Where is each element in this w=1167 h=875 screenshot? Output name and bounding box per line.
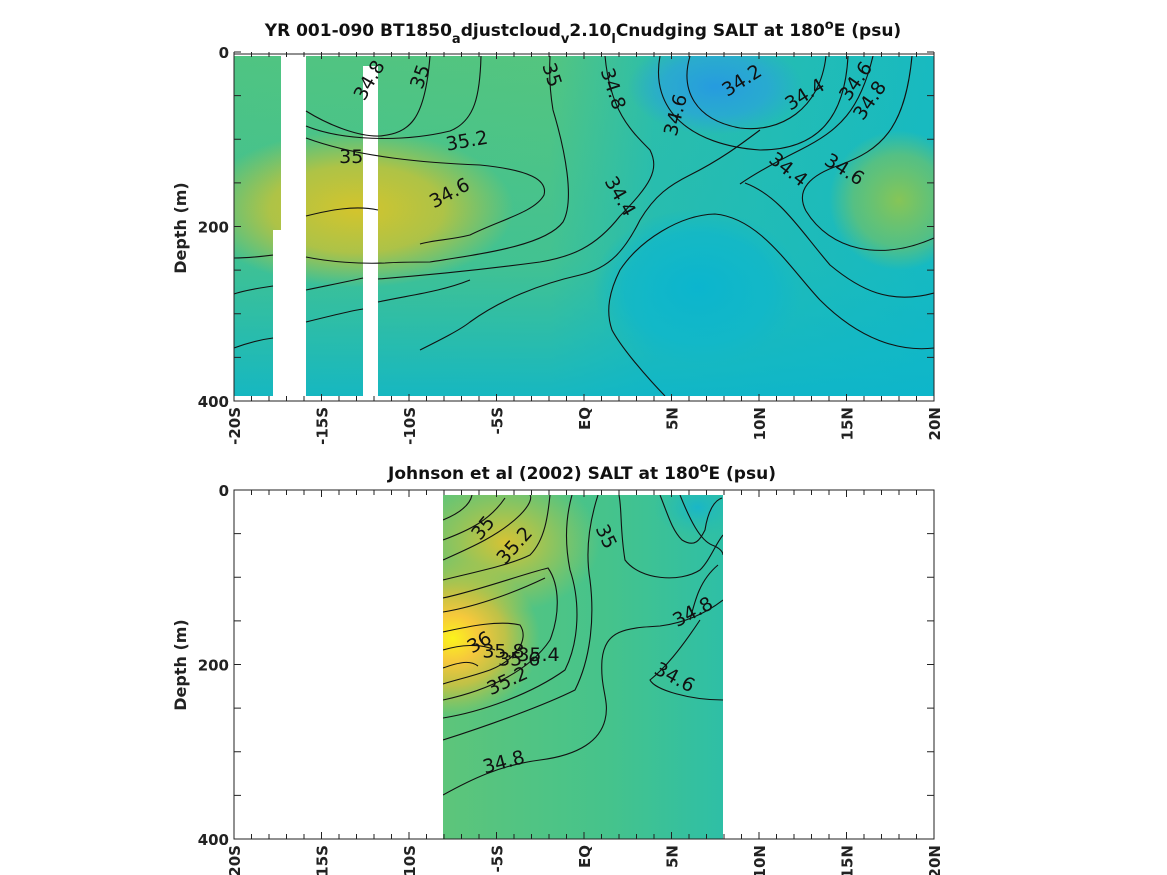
bottom-axis-ticks: 20S 15S 10S -5S EQ 5N 10N 15N 20N 0 200 400 xyxy=(198,482,944,875)
contour-line xyxy=(744,182,934,298)
top-missing-column xyxy=(273,230,283,396)
y-tick-label: 400 xyxy=(198,831,229,849)
top-missing-column xyxy=(281,56,306,396)
contour-line xyxy=(305,56,569,264)
top-axis-ticks: -20S -15S -10S -5S EQ 5N 10N 15N 20N 0 200 400 xyxy=(198,44,944,445)
x-tick-label: -10S xyxy=(401,407,419,445)
contour-line xyxy=(234,337,274,349)
contour-line xyxy=(305,207,379,217)
contour-line xyxy=(649,619,723,701)
bottom-chart-title: Johnson et al (2002) SALT at 180oE (psu) xyxy=(387,461,776,484)
x-tick-label: 5N xyxy=(664,407,682,430)
contour-label-text: 35.4 xyxy=(517,644,559,666)
y-tick-label: 0 xyxy=(219,44,229,62)
y-tick-label: 400 xyxy=(198,393,229,411)
bottom-color-region xyxy=(654,495,723,538)
top-chart-title: YR 001-090 BT1850adjustcloudv2.10lCnudgi… xyxy=(264,18,901,47)
x-tick-label: 20N xyxy=(926,845,944,875)
contour-line xyxy=(739,56,874,185)
contour-line xyxy=(443,599,723,796)
contour-line xyxy=(305,56,482,139)
contour-label: 35.8 xyxy=(482,641,524,663)
x-tick-label: -20S xyxy=(226,407,244,445)
bottom-chart-panel: Johnson et al (2002) SALT at 180oE (psu) xyxy=(171,461,944,875)
bottom-heatmap-field xyxy=(443,495,723,839)
contour-line xyxy=(305,56,431,137)
contour-label: 35 xyxy=(339,146,363,168)
contour-line xyxy=(443,495,532,561)
y-tick-label: 200 xyxy=(198,219,229,237)
contour-line xyxy=(443,622,524,685)
bottom-y-axis-label: Depth (m) xyxy=(171,619,190,711)
contour-label-text: 35.6 xyxy=(498,648,540,670)
contour-line xyxy=(608,213,934,396)
top-color-region xyxy=(627,56,803,135)
contour-line xyxy=(443,577,546,613)
contour-line xyxy=(805,210,934,251)
x-tick-label: 10S xyxy=(401,845,419,875)
contour-line xyxy=(305,308,364,323)
x-tick-label: 15N xyxy=(839,407,857,440)
contour-label-text: 35 xyxy=(339,146,363,168)
x-tick-label: 10N xyxy=(751,845,769,875)
contour-line xyxy=(443,495,551,581)
contour-line xyxy=(801,56,913,212)
top-missing-column xyxy=(363,66,378,396)
x-tick-label: EQ xyxy=(576,845,594,868)
top-color-region xyxy=(592,209,803,367)
contour-line xyxy=(658,56,849,151)
x-tick-label: 15S xyxy=(314,845,332,875)
x-tick-label: -5S xyxy=(489,407,507,434)
y-tick-label: 200 xyxy=(198,657,229,675)
contour-line xyxy=(377,279,471,303)
x-tick-label: 20N xyxy=(926,407,944,440)
contour-line xyxy=(377,56,655,280)
contour-line xyxy=(305,137,546,245)
contour-line xyxy=(679,495,723,556)
contour-line xyxy=(443,495,578,719)
contour-line xyxy=(686,56,827,130)
y-tick-label: 0 xyxy=(219,482,229,500)
contour-line xyxy=(659,495,723,544)
contour-line xyxy=(443,495,473,521)
x-tick-label: EQ xyxy=(576,407,594,430)
contour-label: 35.4 xyxy=(517,644,559,666)
top-color-region xyxy=(829,130,934,271)
x-tick-label: -5S xyxy=(489,845,507,872)
contour-line xyxy=(443,567,558,701)
contour-label: 35.6 xyxy=(498,648,540,670)
contour-line xyxy=(443,661,479,669)
contour-line xyxy=(618,495,723,579)
x-tick-label: 15N xyxy=(839,845,857,875)
x-tick-label: 20S xyxy=(226,845,244,875)
contour-line xyxy=(234,254,274,259)
bottom-contour-lines xyxy=(443,495,723,796)
top-y-axis-label: Depth (m) xyxy=(171,182,190,274)
contour-label-text: 35.8 xyxy=(482,641,524,663)
contour-line xyxy=(689,564,719,621)
contour-line xyxy=(443,495,599,741)
x-tick-label: -15S xyxy=(314,407,332,445)
contour-line xyxy=(443,644,496,651)
x-tick-label: 10N xyxy=(751,407,769,440)
contour-line xyxy=(305,277,364,291)
x-tick-label: 5N xyxy=(664,845,682,868)
top-contour-lines xyxy=(234,56,934,396)
top-chart-panel: YR 001-090 BT1850adjustcloudv2.10lCnudgi… xyxy=(171,18,944,445)
contour-line xyxy=(234,285,274,295)
bottom-color-region xyxy=(443,495,601,613)
contour-line xyxy=(419,129,761,351)
contour-line xyxy=(443,497,506,541)
